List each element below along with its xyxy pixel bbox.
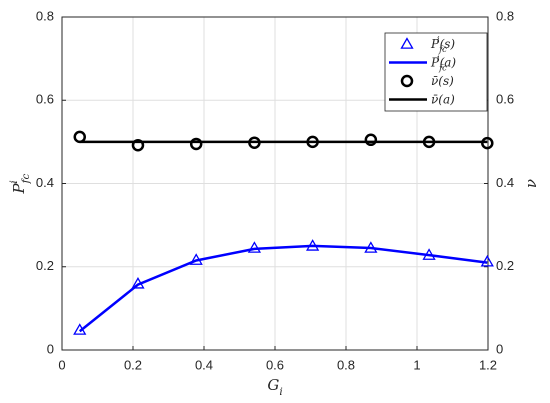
y2-tick-label: 0.2	[496, 258, 514, 273]
axes-box	[61, 16, 489, 351]
label-part: i	[8, 180, 20, 183]
marker	[364, 133, 378, 147]
label-part: (s)	[440, 37, 456, 51]
y-tick-label: 0	[47, 341, 54, 356]
label-part: fc	[438, 62, 447, 72]
line	[78, 244, 488, 333]
label-part: P	[430, 55, 440, 69]
legend-marker	[400, 37, 414, 49]
legend-marker	[400, 74, 414, 88]
y-tick-label: 0.6	[36, 92, 54, 107]
x-tick-label: 0	[58, 357, 65, 372]
label-part: fc	[438, 44, 447, 54]
legend-label: ν̄(s)	[431, 74, 454, 88]
label-part: fc	[20, 173, 32, 184]
label-part: i	[437, 52, 440, 62]
y-axis-label: Pfci	[8, 173, 32, 194]
label-part: P	[10, 182, 28, 194]
y-tick-label: 0.8	[36, 8, 54, 23]
y2-tick-label: 0	[496, 341, 503, 356]
label-part: ν̄	[431, 92, 438, 106]
y2-tick-label: 0.6	[496, 92, 514, 107]
legend-label: Pfci(a)	[430, 52, 456, 72]
x-tick-label: 0.4	[195, 357, 213, 372]
label-part: i	[279, 386, 282, 398]
x-tick-label: 0.2	[124, 357, 142, 372]
y2-tick-label: 0.4	[496, 175, 514, 190]
label-part: i	[437, 34, 440, 44]
y2-tick-label: 0.8	[496, 8, 514, 23]
marker	[131, 138, 145, 152]
x-axis-label: Gi	[267, 376, 282, 398]
x-tick-label: 0.6	[266, 357, 284, 372]
label-part: (a)	[440, 55, 457, 69]
label-part: P	[430, 37, 440, 51]
x-tick-label: 1.2	[479, 357, 497, 372]
label-part: (s)	[438, 74, 454, 88]
marker	[247, 241, 262, 253]
x-tick-label: 0.8	[337, 357, 355, 372]
marker	[189, 137, 203, 151]
x-tick-label: 1	[413, 357, 420, 372]
legend-label: Pfci(s)	[430, 34, 455, 54]
label-part: ν̄	[431, 74, 438, 88]
y-tick-label: 0.4	[36, 175, 54, 190]
y-tick-label: 0.2	[36, 258, 54, 273]
legend-label: ν̄(a)	[431, 92, 455, 106]
label-part: ν	[522, 179, 540, 188]
label-part: (a)	[438, 92, 455, 106]
label-part: G	[267, 376, 279, 394]
y2-axis-label: ν	[522, 179, 540, 188]
